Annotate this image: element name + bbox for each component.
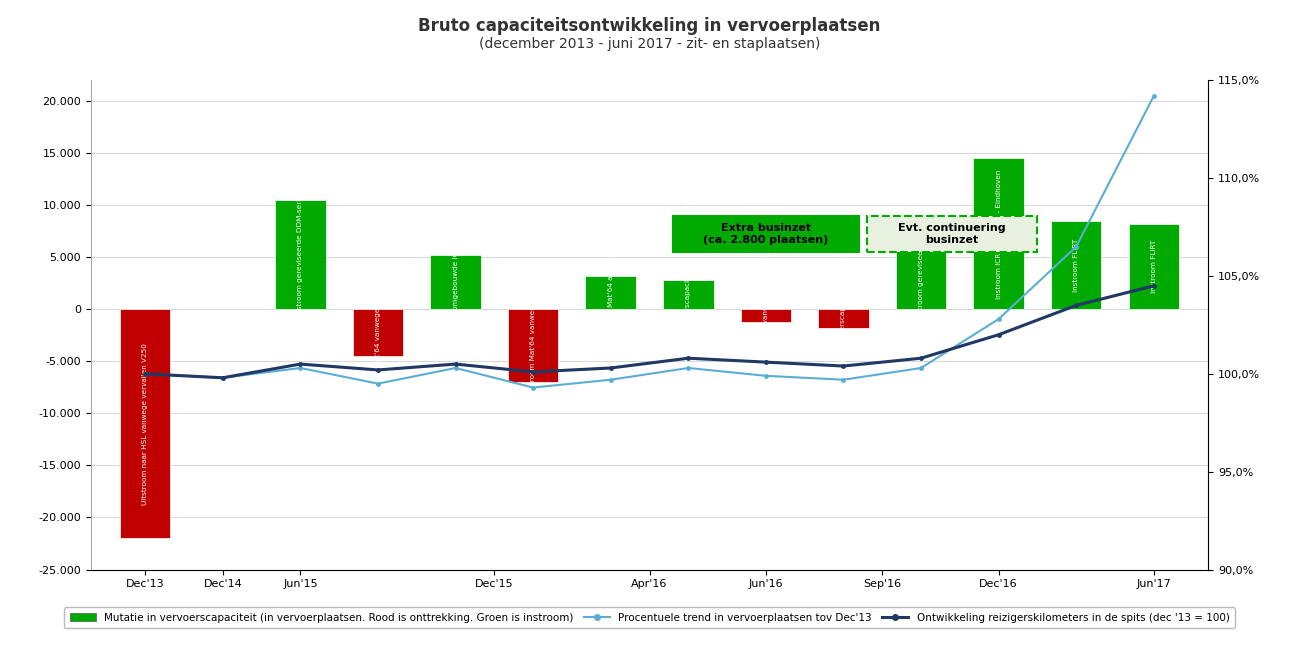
Legend: Mutatie in vervoerscapaciteit (in vervoerplaatsen. Rood is onttrekking. Groen is: Mutatie in vervoerscapaciteit (in vervoe… <box>65 608 1234 628</box>
Text: Extra businzet
(ca. 2.800 plaatsen): Extra businzet (ca. 2.800 plaatsen) <box>703 223 829 245</box>
Bar <box>353 310 403 356</box>
Bar <box>120 310 170 538</box>
Text: Uitstroom Mat'64 vanwege einde leve...: Uitstroom Mat'64 vanwege einde leve... <box>375 261 381 405</box>
Text: Uitstroom Mat'64 vanwege einde leve...: Uitstroom Mat'64 vanwege einde leve... <box>763 244 769 387</box>
Bar <box>662 280 713 310</box>
Text: Instroom FLIRT: Instroom FLIRT <box>1073 239 1079 291</box>
Bar <box>275 200 326 310</box>
Text: Evt. continuering
businzet: Evt. continuering businzet <box>898 223 1005 245</box>
Text: Instroom gereviseerde DDM-1...: Instroom gereviseerde DDM-1... <box>918 205 924 320</box>
Bar <box>586 276 637 310</box>
Text: Uitstroom naar HSL vanwege vervallen V250: Uitstroom naar HSL vanwege vervallen V25… <box>142 343 148 505</box>
Bar <box>1129 224 1179 310</box>
Bar <box>430 255 481 310</box>
Text: Instroom gereviseerde DDM-serie: Instroom gereviseerde DDM-serie <box>297 194 304 316</box>
Text: Instroom omgebouwde ICR Act-4p: Instroom omgebouwde ICR Act-4p <box>452 220 459 344</box>
Text: Toevoegen Mat'64 aan reserve: Toevoegen Mat'64 aan reserve <box>608 237 613 348</box>
Bar <box>1051 221 1102 310</box>
Bar <box>740 310 791 322</box>
FancyBboxPatch shape <box>673 216 859 252</box>
Text: Tijdelijke extra vervoerscapaciteit agv diverse acties: Tijdelijke extra vervoerscapaciteit agv … <box>686 200 691 390</box>
Text: Instroom ICR Den Haag - Eindhoven: Instroom ICR Den Haag - Eindhoven <box>995 170 1002 299</box>
Bar <box>973 158 1024 310</box>
FancyBboxPatch shape <box>866 216 1038 252</box>
Bar <box>896 216 946 310</box>
Text: Bruto capaciteitsontwikkeling in vervoerplaatsen: Bruto capaciteitsontwikkeling in vervoer… <box>418 17 881 35</box>
Bar <box>818 310 869 328</box>
Text: (december 2013 - juni 2017 - zit- en staplaatsen): (december 2013 - juni 2017 - zit- en sta… <box>479 37 820 51</box>
Text: Uitstroom Mat'64 vanwege...: Uitstroom Mat'64 vanwege... <box>530 293 536 398</box>
Text: Instroom FLIRT: Instroom FLIRT <box>1151 240 1157 293</box>
Text: Einde tijdelijke vervoerscapaciteit agv diverse...: Einde tijdelijke vervoerscapaciteit agv … <box>840 232 847 405</box>
Bar <box>508 310 559 382</box>
